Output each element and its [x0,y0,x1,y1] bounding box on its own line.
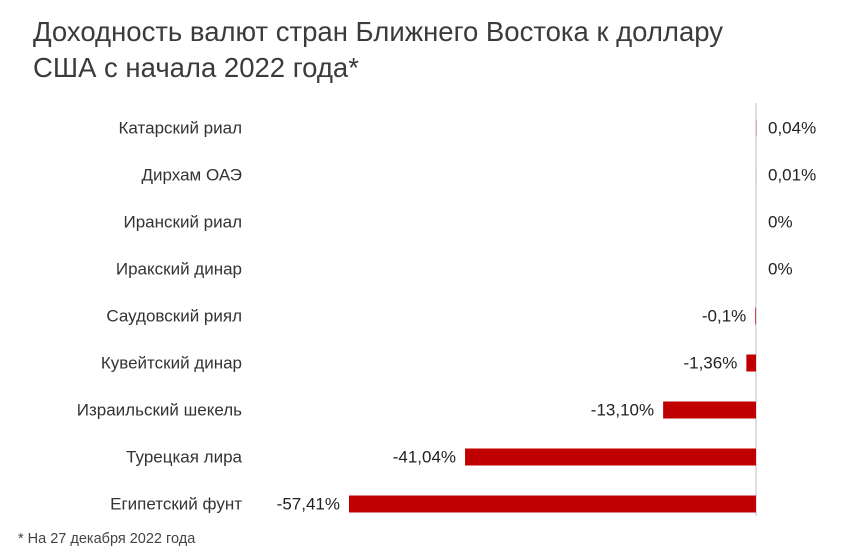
value-label: -1,36% [683,354,737,373]
category-label: Кувейтский динар [101,354,242,373]
chart-title: Доходность валют стран Ближнего Востока … [33,16,723,83]
value-label: 0,01% [768,166,816,185]
category-label: Израильский шекель [77,401,242,420]
value-label: -13,10% [591,401,654,420]
category-label: Катарский риал [119,119,242,138]
value-label: -57,41% [277,495,340,514]
value-label: 0% [768,213,793,232]
bar [465,448,756,466]
value-label: -41,04% [393,448,456,467]
category-label: Египетский фунт [110,495,242,514]
bar [663,401,756,419]
footnote: * На 27 декабря 2022 года [18,531,196,547]
category-label: Саудовский риял [106,307,242,326]
category-label: Иракский динар [116,260,242,279]
bar [755,307,756,325]
category-label: Дирхам ОАЭ [142,166,242,185]
value-label: 0,04% [768,119,816,138]
category-label: Турецкая лира [126,448,242,467]
value-label: 0% [768,260,793,279]
bar [349,495,756,513]
bar [746,354,756,372]
value-label: -0,1% [702,307,746,326]
category-label: Иранский риал [124,213,243,232]
